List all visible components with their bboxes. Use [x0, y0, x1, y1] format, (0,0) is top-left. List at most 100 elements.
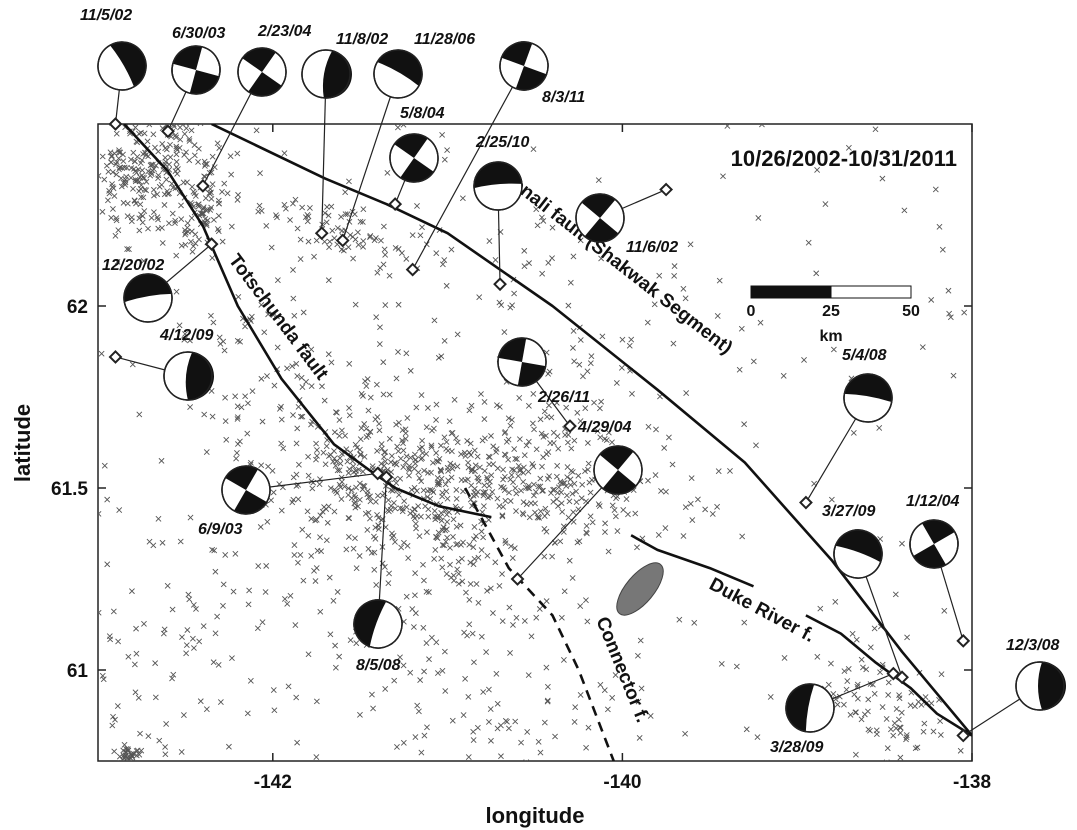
event-marker	[436, 479, 443, 486]
event-marker	[425, 469, 431, 476]
event-marker	[346, 515, 353, 522]
fault-trace-0	[211, 124, 972, 737]
event-marker	[303, 378, 309, 385]
event-marker	[167, 141, 173, 148]
event-marker	[380, 391, 387, 398]
event-marker	[618, 364, 625, 371]
event-marker	[313, 516, 320, 523]
event-marker	[162, 751, 169, 758]
event-marker	[397, 654, 403, 661]
event-marker	[356, 446, 363, 453]
event-marker	[609, 694, 616, 701]
event-marker	[537, 508, 544, 515]
event-marker	[438, 517, 445, 524]
event-marker	[671, 263, 678, 270]
event-marker	[561, 588, 568, 595]
event-marker	[546, 368, 553, 375]
event-marker	[860, 664, 866, 671]
event-marker	[418, 392, 425, 398]
event-marker	[214, 613, 221, 620]
event-marker	[601, 436, 608, 442]
event-marker	[455, 580, 462, 587]
event-marker	[537, 483, 544, 490]
event-marker	[418, 456, 424, 463]
event-marker	[569, 490, 576, 497]
event-marker	[77, 194, 82, 199]
event-marker	[423, 762, 428, 767]
event-marker	[184, 220, 191, 227]
event-marker	[393, 421, 400, 428]
event-marker	[487, 706, 494, 712]
event-marker	[323, 219, 330, 226]
event-marker	[431, 317, 438, 324]
date-range-title: 10/26/2002-10/31/2011	[731, 146, 957, 171]
event-marker	[357, 711, 363, 718]
event-marker	[830, 346, 837, 353]
event-marker	[265, 311, 272, 318]
event-marker	[604, 706, 611, 713]
event-marker	[373, 582, 380, 588]
event-marker	[278, 507, 285, 514]
event-marker	[877, 669, 884, 676]
event-marker	[568, 445, 575, 452]
event-marker	[528, 633, 535, 640]
event-marker	[325, 277, 332, 284]
event-marker	[352, 504, 359, 511]
event-marker	[145, 733, 152, 740]
event-marker	[462, 675, 469, 682]
event-marker	[353, 640, 360, 647]
x-tick-label: -138	[953, 772, 991, 793]
fault-label-totschunda: Totschunda fault	[224, 250, 332, 384]
event-marker	[405, 555, 412, 561]
event-marker	[112, 716, 118, 723]
event-marker	[801, 357, 807, 363]
event-marker	[626, 342, 633, 349]
event-marker	[538, 214, 545, 221]
event-marker	[539, 487, 546, 494]
event-marker	[311, 253, 317, 260]
event-marker	[523, 501, 530, 508]
event-marker	[328, 203, 335, 210]
event-marker	[357, 436, 364, 443]
event-marker	[892, 149, 899, 156]
event-marker	[374, 492, 381, 499]
event-marker	[404, 415, 411, 421]
epicenter-diamond	[388, 197, 403, 211]
event-marker	[571, 437, 578, 444]
event-marker	[455, 558, 462, 565]
event-marker	[116, 166, 122, 173]
event-marker	[299, 384, 306, 390]
event-marker	[753, 442, 759, 449]
event-marker	[111, 150, 118, 157]
event-marker	[560, 523, 567, 530]
event-marker	[563, 492, 570, 499]
event-marker	[284, 365, 290, 372]
event-marker	[407, 367, 414, 374]
event-marker	[146, 538, 153, 545]
event-marker	[116, 507, 123, 513]
event-marker	[503, 438, 510, 445]
focal-mechanism-ball	[909, 519, 959, 569]
event-marker	[585, 724, 592, 731]
event-marker	[414, 702, 421, 709]
event-marker	[162, 158, 169, 165]
event-marker	[137, 201, 144, 208]
event-marker	[326, 238, 333, 245]
event-marker	[66, 729, 71, 734]
event-marker	[434, 515, 441, 521]
event-marker	[338, 246, 345, 253]
fault-label-duke-river: Duke River f.	[706, 574, 818, 647]
event-marker	[494, 402, 500, 409]
event-marker	[412, 570, 419, 577]
event-marker	[687, 241, 694, 248]
event-marker	[535, 483, 542, 490]
event-marker	[525, 672, 532, 679]
mechanism-date-label: 8/3/11	[542, 89, 585, 106]
event-marker	[306, 205, 313, 211]
event-marker	[854, 695, 861, 702]
event-marker	[901, 207, 908, 214]
event-marker	[278, 403, 284, 410]
event-marker	[367, 498, 374, 505]
mechanism-date-label: 4/29/04	[577, 419, 631, 436]
event-marker	[210, 659, 217, 666]
